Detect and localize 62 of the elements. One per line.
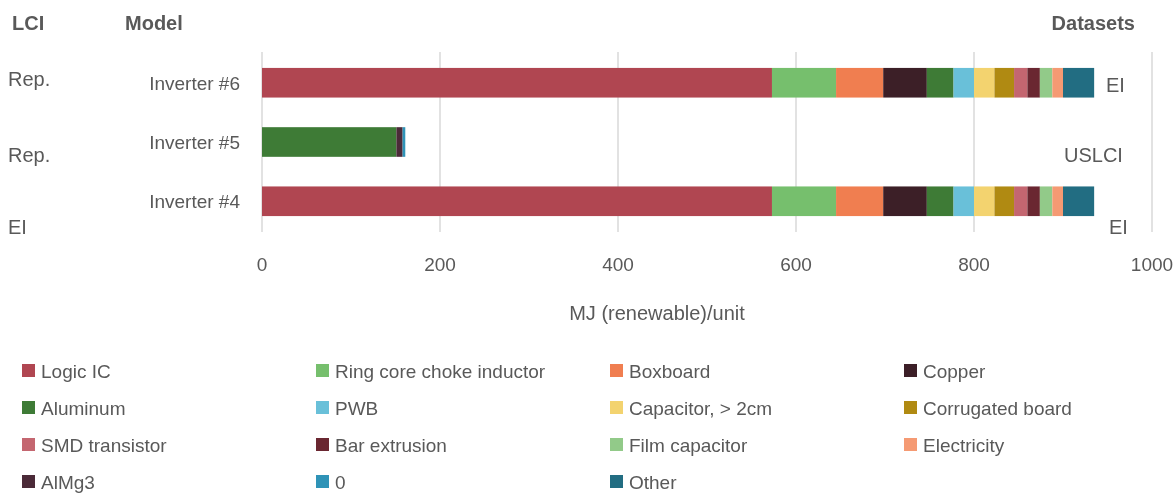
x-tick-label: 800: [958, 254, 990, 275]
y-tick-label: Inverter #4: [149, 191, 241, 213]
x-tick-label: 0: [256, 254, 268, 275]
x-tick-label: 1000: [1130, 254, 1174, 275]
legend-label: Other: [629, 472, 678, 493]
bar: [883, 186, 927, 217]
bar: [836, 67, 884, 98]
bar: [262, 67, 772, 98]
bar: [994, 67, 1015, 98]
bar: [974, 186, 995, 217]
annotation: EI: [1109, 216, 1128, 238]
legend-label: Capacitor, > 2cm: [629, 398, 773, 419]
bar: [994, 186, 1015, 217]
legend-label: 0: [335, 472, 346, 493]
bar: [1014, 186, 1028, 217]
bar: [1039, 67, 1053, 98]
x-tick-label: 400: [602, 254, 634, 275]
bar: [1027, 67, 1040, 98]
bar: [883, 67, 927, 98]
legend-label: Electricity: [923, 435, 1005, 456]
x-tick-label: 600: [780, 254, 812, 275]
legend-label: SMD transistor: [41, 435, 168, 456]
text: Rep.: [8, 144, 51, 166]
bar: [1027, 186, 1040, 217]
bar: [974, 67, 995, 98]
bar: [926, 186, 954, 217]
x-tick-label: 200: [424, 254, 456, 275]
text: EI: [8, 216, 27, 238]
bar: [836, 186, 884, 217]
bar: [1052, 186, 1063, 217]
annotation: EI: [1106, 74, 1125, 96]
legend-label: Ring core choke inductor: [335, 361, 546, 382]
y-tick-label: Inverter #5: [149, 132, 240, 153]
annotation: USLCI: [1064, 144, 1123, 166]
bar: [771, 186, 837, 217]
text: LCI: [12, 12, 45, 34]
legend-label: Aluminum: [41, 398, 126, 419]
bar: [1063, 186, 1095, 217]
bar: [1052, 67, 1063, 98]
bar: [1014, 67, 1028, 98]
text: Rep.: [8, 68, 51, 90]
bar: [262, 127, 397, 157]
y-tick-label: Inverter #6: [149, 72, 240, 94]
x-axis-title: MJ (renewable)/unit: [569, 302, 746, 324]
legend-label: Logic IC: [41, 361, 111, 382]
text: Datasets: [1051, 12, 1135, 34]
bar: [953, 67, 974, 98]
bar: [1039, 186, 1053, 217]
text: Model: [125, 12, 183, 34]
legend-label: Corrugated board: [923, 398, 1072, 419]
bar: [926, 67, 954, 98]
bar: [771, 67, 837, 98]
bar: [262, 186, 772, 217]
legend-label: Copper: [923, 361, 986, 382]
legend-label: Bar extrusion: [335, 435, 447, 456]
legend-label: PWB: [335, 398, 379, 419]
legend-label: Film capacitor: [629, 435, 748, 456]
bar: [953, 186, 974, 217]
bar: [1063, 67, 1095, 98]
legend-label: AlMg3: [41, 472, 95, 493]
bar: [396, 127, 403, 157]
legend-label: Boxboard: [629, 361, 711, 382]
